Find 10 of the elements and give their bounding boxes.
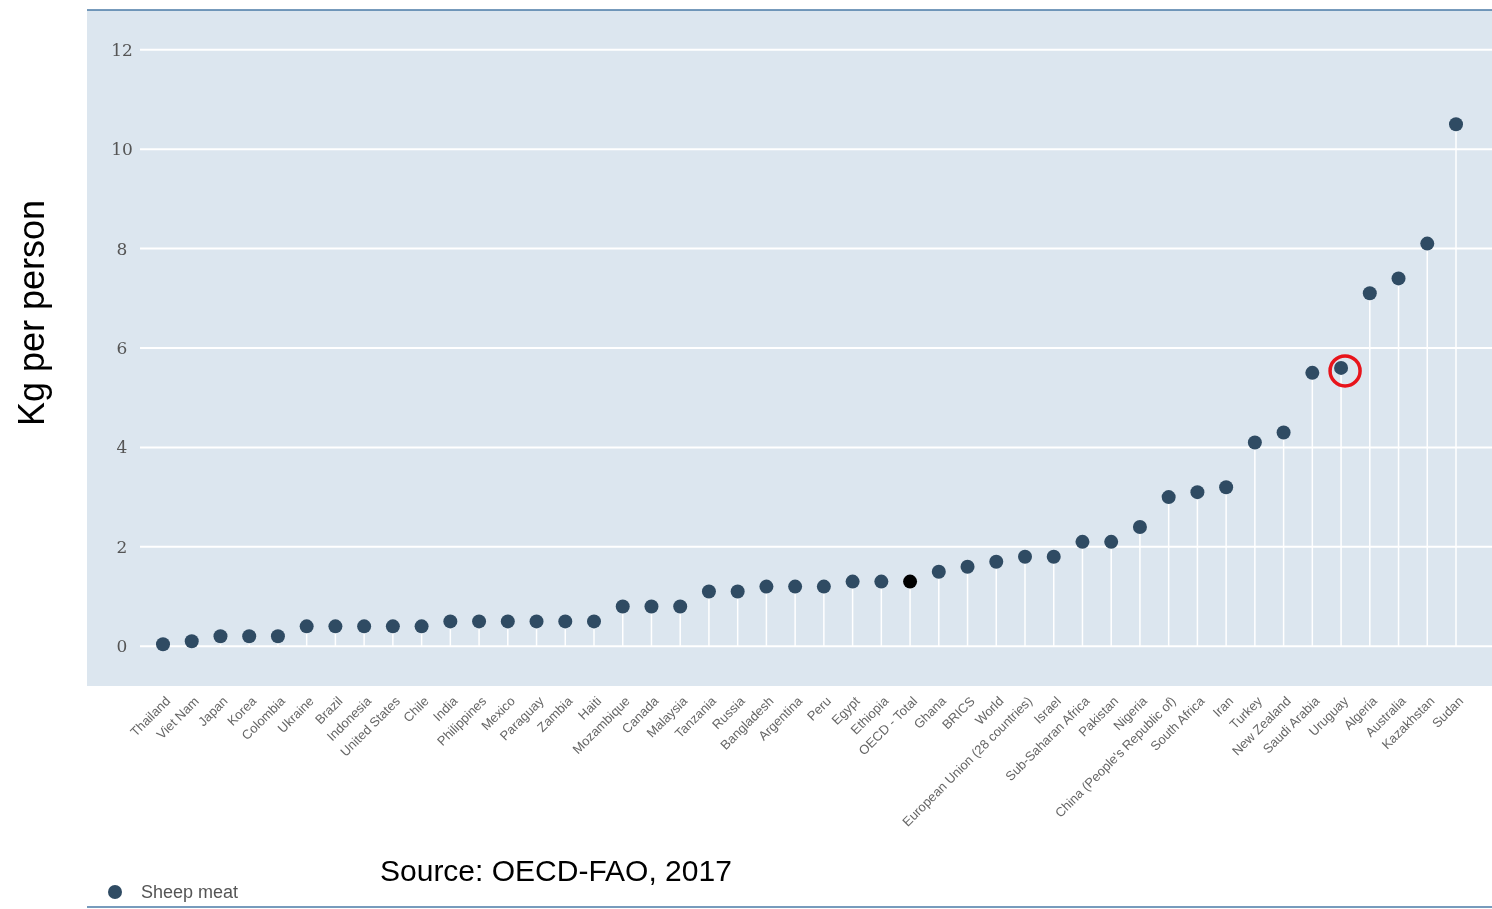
y-tick-label: 4 xyxy=(116,437,128,458)
source-note: Source: OECD-FAO, 2017 xyxy=(380,854,732,887)
y-tick-label: 6 xyxy=(116,337,128,358)
y-tick-label: 0 xyxy=(116,636,128,657)
y-tick-label: 12 xyxy=(111,39,133,60)
legend-label: Sheep meat xyxy=(141,882,239,903)
y-tick-label: 2 xyxy=(116,536,128,557)
y-tick-label: 8 xyxy=(116,238,128,259)
y-axis-title: Kg per person xyxy=(11,199,52,427)
y-tick-label: 10 xyxy=(111,139,133,160)
